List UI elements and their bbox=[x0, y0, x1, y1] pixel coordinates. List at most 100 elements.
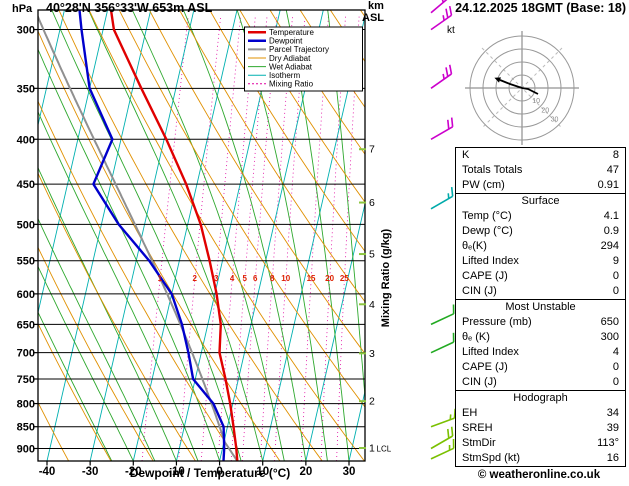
table-section: Surface Temp (°C) 4.1 Dewp (°C) 0.9 θₑ(K) 294 L… bbox=[456, 193, 625, 299]
svg-text:350: 350 bbox=[17, 83, 35, 95]
index-value: 39 bbox=[606, 422, 619, 434]
wind-barb bbox=[430, 426, 454, 450]
index-row: StmSpd (kt) 16 bbox=[456, 451, 625, 466]
index-row: Lifted Index 9 bbox=[456, 254, 625, 269]
parcel-curve bbox=[38, 14, 239, 461]
svg-text:Isotherm: Isotherm bbox=[269, 71, 300, 80]
wind-barb bbox=[430, 64, 453, 89]
svg-text:0: 0 bbox=[216, 466, 222, 478]
svg-text:600: 600 bbox=[17, 289, 35, 301]
index-label: StmSpd (kt) bbox=[462, 452, 521, 464]
svg-text:-10: -10 bbox=[168, 466, 185, 478]
svg-text:800: 800 bbox=[17, 399, 35, 411]
index-row: Pressure (mb) 650 bbox=[456, 315, 625, 330]
index-row: CAPE (J) 0 bbox=[456, 360, 625, 375]
index-value: 113° bbox=[597, 437, 619, 449]
wet-adiabats bbox=[38, 10, 365, 461]
index-label: Dewp (°C) bbox=[462, 225, 513, 237]
index-label: CAPE (J) bbox=[462, 361, 508, 373]
svg-text:700: 700 bbox=[17, 348, 35, 360]
index-row: Dewp (°C) 0.9 bbox=[456, 224, 625, 239]
mixing-ratio-labels: 1 2 3 4 5 6 8 10 15 20 25 bbox=[158, 274, 350, 283]
index-label: Temp (°C) bbox=[462, 210, 512, 222]
svg-text:Temperature: Temperature bbox=[269, 28, 314, 37]
index-label: θₑ (K) bbox=[462, 331, 490, 343]
pressure-axis-unit: hPa bbox=[12, 3, 33, 15]
index-row: SREH 39 bbox=[456, 421, 625, 436]
index-row: CIN (J) 0 bbox=[456, 284, 625, 299]
index-value: 0 bbox=[612, 270, 619, 282]
svg-text:450: 450 bbox=[17, 179, 35, 191]
index-label: StmDir bbox=[462, 437, 496, 449]
pressure-gridlines bbox=[38, 29, 365, 449]
svg-text:-40: -40 bbox=[39, 466, 56, 478]
index-value: 0 bbox=[612, 285, 619, 297]
index-label: SREH bbox=[462, 422, 493, 434]
index-label: CIN (J) bbox=[462, 285, 497, 297]
svg-text:-30: -30 bbox=[82, 466, 99, 478]
svg-text:30: 30 bbox=[343, 466, 356, 478]
index-row: Temp (°C) 4.1 bbox=[456, 209, 625, 224]
index-label: EH bbox=[462, 407, 478, 419]
index-value: 294 bbox=[600, 240, 619, 252]
svg-text:850: 850 bbox=[17, 422, 35, 434]
svg-text:30: 30 bbox=[551, 117, 559, 124]
index-value: 8 bbox=[612, 149, 619, 161]
index-row: CAPE (J) 0 bbox=[456, 269, 625, 284]
svg-text:Wet Adiabat: Wet Adiabat bbox=[269, 62, 313, 71]
index-value: 16 bbox=[606, 452, 619, 464]
dewpoint-curve bbox=[78, 10, 226, 461]
index-value: 9 bbox=[612, 255, 619, 267]
pressure-tick-labels: 300 350 400 450 500 550 600 650 700 750 800 850 900 bbox=[17, 25, 38, 455]
index-row: θₑ(K) 294 bbox=[456, 239, 625, 254]
index-row: PW (cm) 0.91 bbox=[456, 178, 625, 193]
index-label: Totals Totals bbox=[462, 164, 523, 176]
svg-text:10: 10 bbox=[532, 98, 540, 105]
height-axis-unit-asl: ASL bbox=[362, 12, 384, 24]
index-label: θₑ(K) bbox=[462, 240, 487, 252]
svg-text:4: 4 bbox=[369, 299, 375, 311]
svg-text:550: 550 bbox=[17, 256, 35, 268]
index-row: θₑ (K) 300 bbox=[456, 330, 625, 345]
index-label: CAPE (J) bbox=[462, 270, 508, 282]
index-value: 4 bbox=[612, 346, 619, 358]
wind-barb bbox=[430, 186, 454, 210]
index-label: Lifted Index bbox=[462, 255, 519, 267]
svg-text:6: 6 bbox=[253, 274, 258, 283]
svg-text:8: 8 bbox=[270, 274, 275, 283]
index-value: 300 bbox=[600, 331, 619, 343]
index-row: Totals Totals 47 bbox=[456, 163, 625, 178]
temperature-tick-labels: -40 -30 -20 -10 0 10 20 30 bbox=[39, 461, 356, 478]
section-title: Hodograph bbox=[513, 392, 568, 404]
svg-text:1: 1 bbox=[158, 274, 163, 283]
datetime-title: 24.12.2025 18GMT (Base: 18) bbox=[455, 1, 626, 15]
copyright-credit: © weatheronline.co.uk bbox=[477, 469, 601, 481]
svg-text:Dry Adiabat: Dry Adiabat bbox=[269, 54, 311, 63]
svg-text:1: 1 bbox=[369, 442, 375, 454]
svg-text:Parcel Trajectory: Parcel Trajectory bbox=[269, 45, 329, 54]
svg-text:5: 5 bbox=[369, 249, 375, 261]
wind-barb bbox=[430, 408, 456, 428]
index-label: CIN (J) bbox=[462, 376, 497, 388]
svg-text:3: 3 bbox=[369, 348, 375, 360]
index-label: Pressure (mb) bbox=[462, 316, 532, 328]
svg-text:500: 500 bbox=[17, 219, 35, 231]
svg-text:10: 10 bbox=[281, 274, 290, 283]
svg-text:3: 3 bbox=[214, 274, 219, 283]
svg-text:650: 650 bbox=[17, 319, 35, 331]
svg-text:-20: -20 bbox=[125, 466, 142, 478]
wind-barb bbox=[430, 117, 454, 140]
km-ticks: 7 6 5 4 3 2 1 LCL bbox=[359, 144, 392, 454]
dry-adiabats bbox=[38, 10, 365, 461]
index-label: K bbox=[462, 149, 470, 161]
index-value: 47 bbox=[606, 164, 619, 176]
mixing-ratio-axis-label: Mixing Ratio (g/kg) bbox=[380, 228, 392, 328]
station-title: 40°28'N 356°33'W 653m ASL bbox=[46, 1, 213, 15]
index-row: EH 34 bbox=[456, 406, 625, 421]
wind-barb bbox=[430, 304, 455, 326]
svg-text:6: 6 bbox=[369, 197, 375, 209]
